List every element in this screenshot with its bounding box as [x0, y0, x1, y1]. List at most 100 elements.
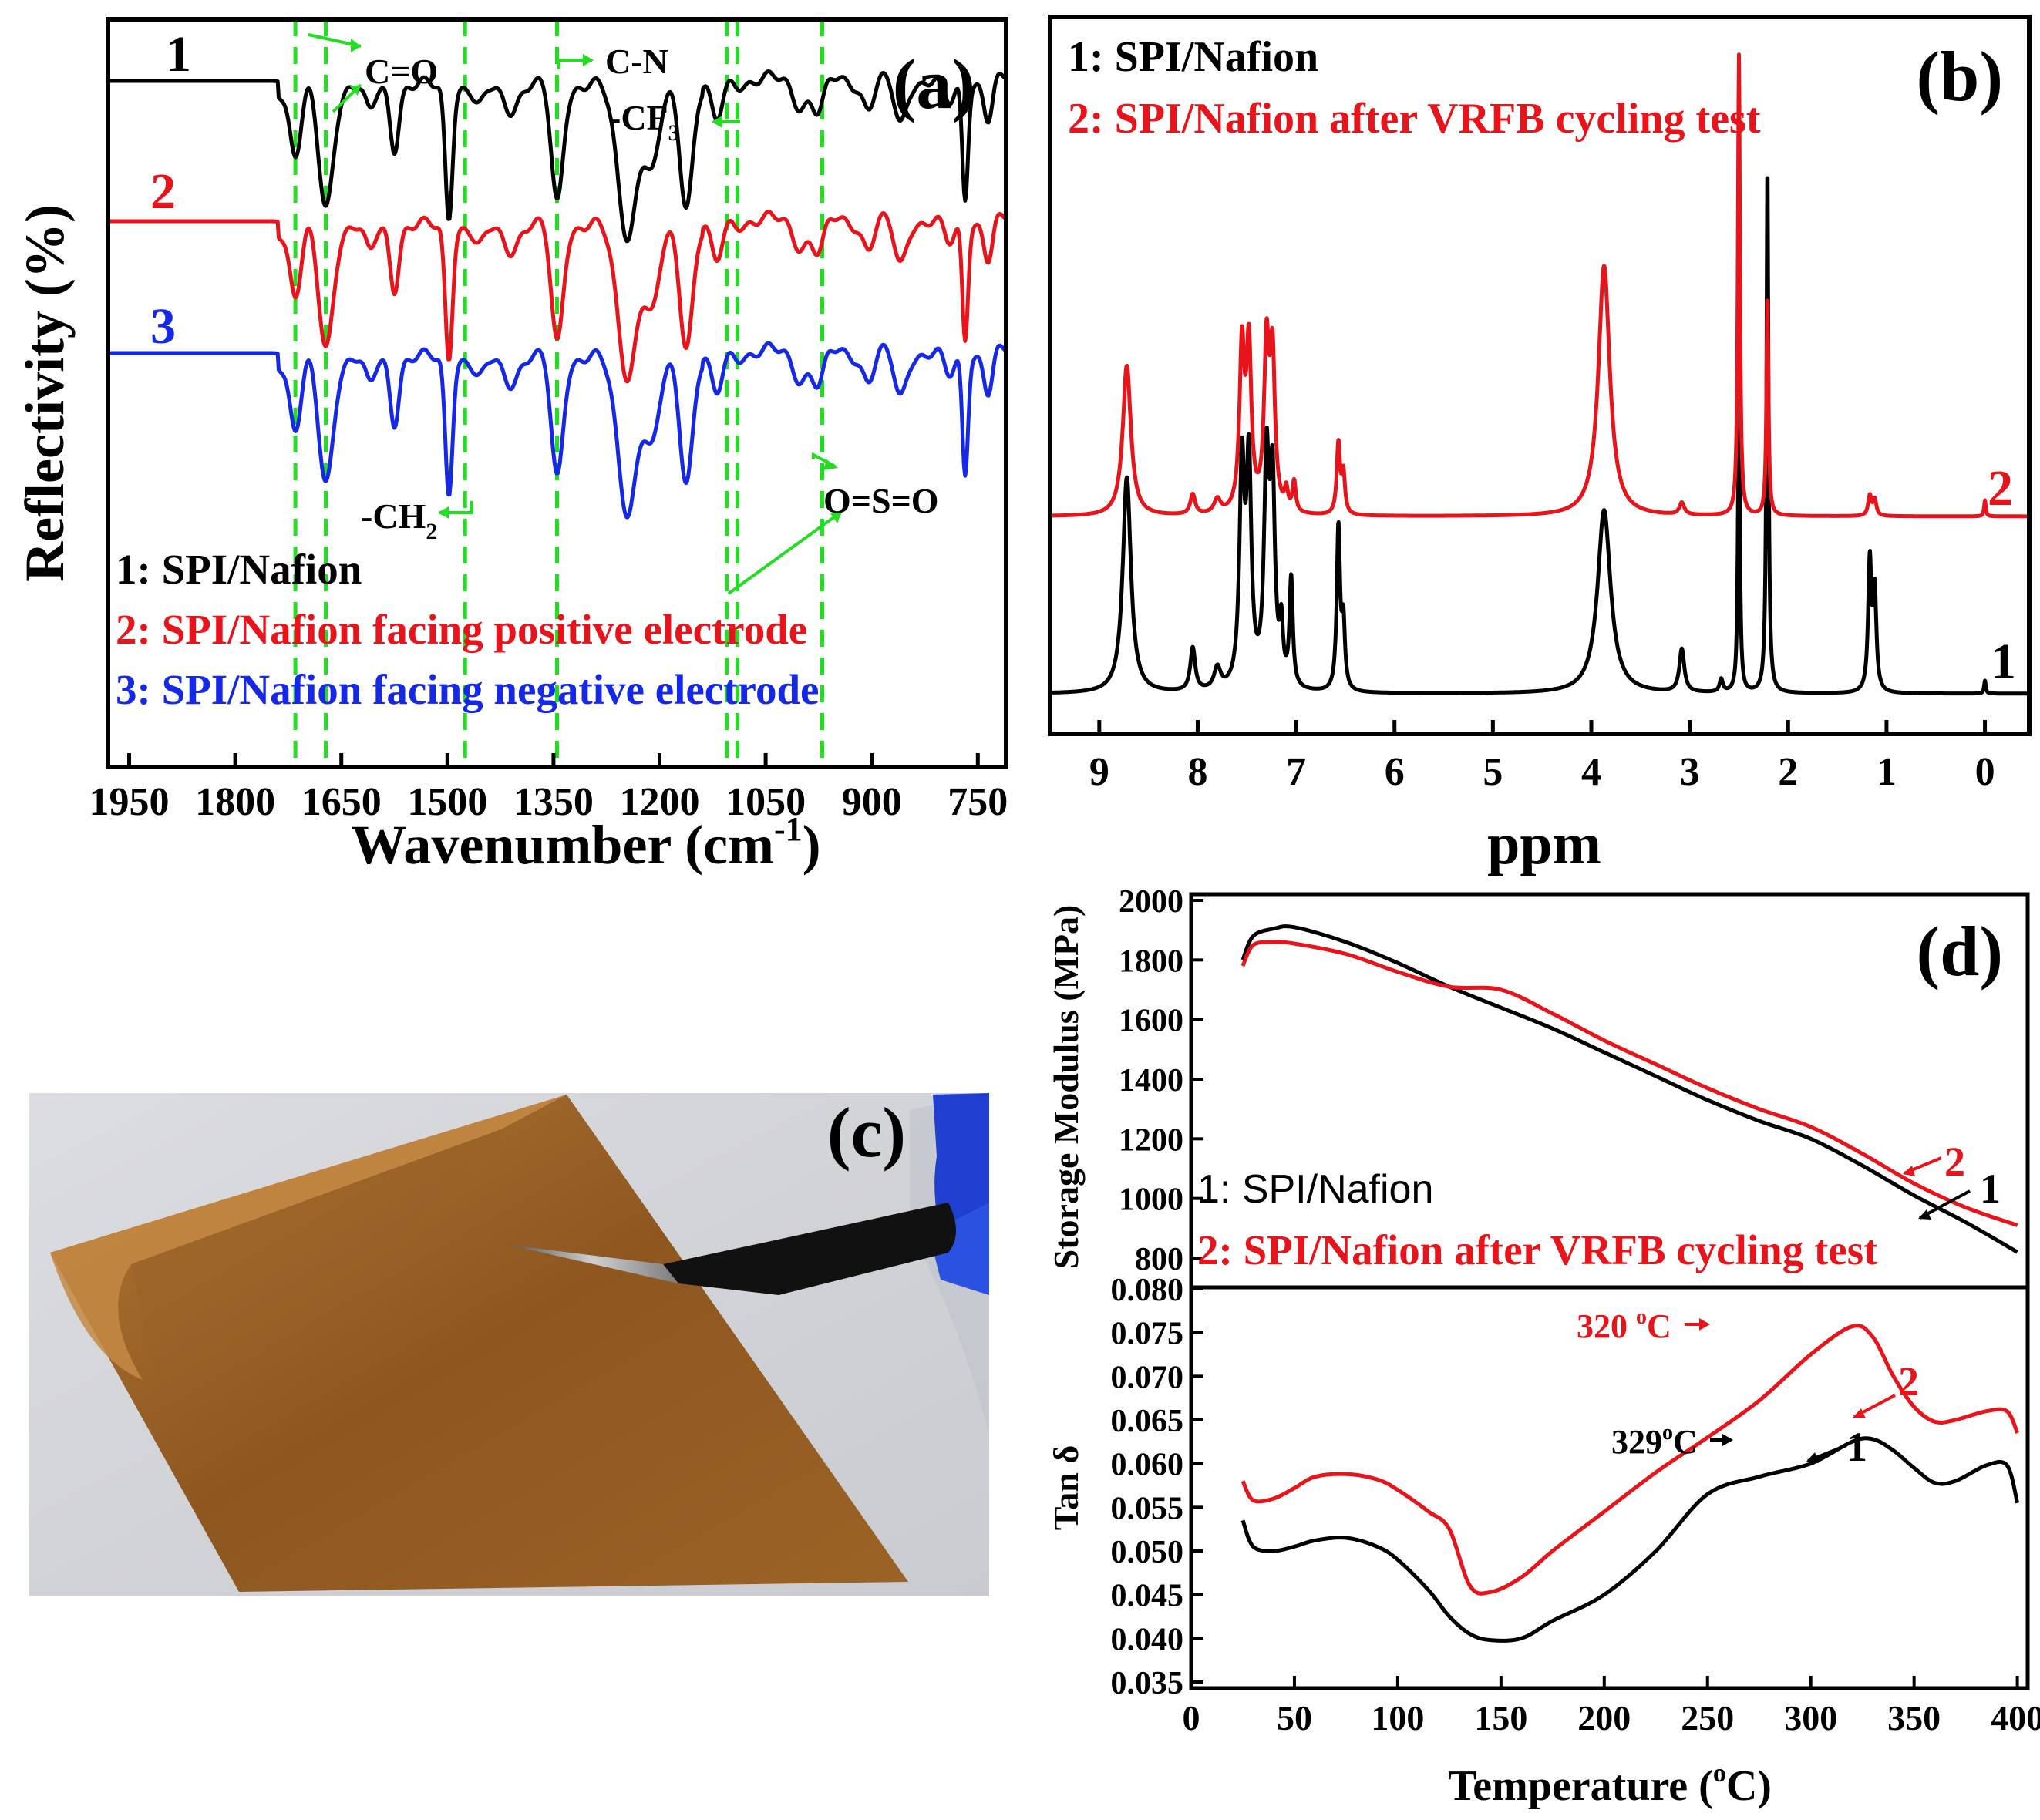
a-series-line-1: [108, 69, 1006, 244]
d-upper-y-tick-label-1200: 1200: [1119, 1122, 1183, 1158]
a-x-tick-label-750: 750: [948, 780, 1008, 824]
d-lower-series-label-1: 1: [1846, 1424, 1867, 1470]
d-lower-y-tick-label-8: 0.040: [1111, 1622, 1184, 1657]
a-x-tick-label-900: 900: [842, 780, 902, 824]
b-x-tick-label-9: 9: [1089, 750, 1109, 794]
d-upper-series-label-2: 2: [1944, 1139, 1965, 1185]
b-x-tick-label-8: 8: [1187, 750, 1207, 794]
b-x-axis-title: ppm: [1487, 812, 1601, 876]
b-x-tick-label-5: 5: [1483, 750, 1503, 794]
d-upper-y-tick-label-1800: 1800: [1119, 944, 1183, 979]
a-annot-ch2: -CH2: [361, 496, 437, 544]
a-legend-2: 2: SPI/Nafion facing positive electrode: [116, 606, 807, 653]
d-lower-y-tick-label-4: 0.060: [1111, 1448, 1184, 1483]
panel-c-membrane-photo: (c): [29, 1093, 989, 1596]
d-x-tick-label-300: 300: [1784, 1698, 1837, 1738]
a-arrow-ch2: [439, 501, 473, 514]
d-lower-y-tick-label-7: 0.045: [1111, 1579, 1184, 1614]
membrane-film: [50, 1095, 908, 1592]
panel-b-nmr-chart: 9 8 7 6 5 4 3 2 1 0 1: SPI/Nafion 2: SPI/Nafion a…: [1048, 15, 2032, 876]
d-lower-y-tick-label-3: 0.065: [1111, 1404, 1184, 1439]
a-arrow-cn: [557, 59, 592, 69]
a-x-tick-label-1950: 1950: [89, 780, 170, 824]
d-lower-y-tick-label-1: 0.075: [1111, 1317, 1184, 1352]
panel-d-dma-chart: 2000180016001400120010008000.0800.0750.0…: [1046, 884, 2040, 1810]
a-x-axis-title: Wavenumber (cm-1): [351, 810, 820, 876]
d-peak-annot-2: 320 oC: [1577, 1305, 1671, 1345]
a-x-tick-label-1800: 1800: [195, 780, 275, 824]
d-annotations: [1685, 1156, 1971, 1463]
a-x-ticks: 1950 1800 1650 1500 1350 1200 1050 900 750: [89, 753, 1008, 824]
b-x-tick-label-3: 3: [1680, 750, 1700, 794]
a-annot-oso: O=S=O: [823, 481, 939, 520]
membrane-fold: [50, 1095, 567, 1380]
b-x-tick-label-1: 1: [1877, 750, 1897, 794]
b-x-ticks: 9 8 7 6 5 4 3 2 1 0: [1089, 720, 1995, 794]
d-upper-y-tick-label-1000: 1000: [1119, 1182, 1183, 1218]
a-arrowhead-cf3: [712, 116, 722, 128]
a-legend-3: 3: SPI/Nafion facing negative electrode: [116, 666, 819, 713]
b-series-line-1: [1050, 176, 2029, 696]
d-lower-series-line-2: [1240, 1324, 2019, 1596]
a-guide-lines: [293, 19, 824, 767]
a-annot-co: C=O: [365, 52, 438, 91]
b-series-line-2: [1050, 52, 2029, 519]
a-x-tick-label-1500: 1500: [407, 780, 487, 824]
a-plot-frame: [106, 17, 1008, 769]
d-lower-y-tick-label-6: 0.050: [1111, 1535, 1184, 1570]
d-lower-y-tick-label-9: 0.035: [1111, 1666, 1184, 1701]
a-annotations: [308, 33, 842, 595]
d-upper-y-tick-label-1400: 1400: [1119, 1063, 1183, 1098]
b-x-tick-label-7: 7: [1286, 750, 1306, 794]
d-x-tick-label-400: 400: [1991, 1698, 2040, 1738]
b-x-tick-label-4: 4: [1581, 750, 1601, 794]
d-upper-arrowhead-2: [1903, 1166, 1915, 1176]
b-x-tick-label-2: 2: [1778, 750, 1798, 794]
a-arrow-oso-1: [727, 511, 842, 595]
panel-a-ftir-chart: 1950 1800 1650 1500 1350 1200 1050 900 750 (a) 1…: [14, 17, 1008, 876]
a-x-tick-label-1050: 1050: [725, 780, 806, 824]
a-x-tick-label-1200: 1200: [620, 780, 700, 824]
d-x-axis-title: Temperature (oC): [1448, 1759, 1772, 1810]
d-x-tick-label-350: 350: [1887, 1698, 1941, 1738]
d-upper-y-tick-label-2000: 2000: [1119, 884, 1183, 920]
d-lower-y-tick-label-5: 0.055: [1111, 1491, 1184, 1526]
d-upper-series-line-1: [1240, 924, 2018, 1254]
b-series-group: [1050, 52, 2029, 696]
d-lower-series-group: [1240, 1324, 2020, 1643]
b-panel-label: (b): [1917, 37, 2003, 116]
d-peak-arrowhead-2: [1699, 1318, 1710, 1331]
d-x-tick-label-250: 250: [1681, 1698, 1734, 1738]
b-plot-frame: [1048, 15, 2032, 736]
d-panel-label: (d): [1917, 912, 2003, 991]
b-series-label-2: 2: [1988, 460, 2013, 516]
d-x-tick-label-200: 200: [1577, 1698, 1631, 1738]
d-lower-arrowhead-1: [1806, 1452, 1819, 1463]
d-lower-y-tick-label-0: 0.080: [1111, 1273, 1184, 1308]
c-panel-label: (c): [827, 1093, 906, 1172]
b-x-tick-label-6: 6: [1385, 750, 1405, 794]
d-legend-1: 1: SPI/Nafion: [1197, 1167, 1433, 1212]
d-upper-y-axis-title: Storage Modulus (MPa): [1046, 905, 1086, 1270]
b-x-tick-label-0: 0: [1975, 750, 1995, 794]
a-panel-label: (a): [893, 45, 975, 123]
a-series-group: [108, 69, 1006, 520]
a-arrowhead-oso-1: [830, 512, 842, 523]
d-x-tick-label-50: 50: [1277, 1698, 1312, 1738]
a-series-line-3: [108, 341, 1006, 520]
d-lower-arrowhead-2: [1853, 1408, 1866, 1418]
tweezer-tip: [509, 1245, 678, 1283]
d-lower-series-label-2: 2: [1898, 1358, 1919, 1405]
tweezer-handle: [663, 1203, 956, 1295]
a-series-label-2: 2: [150, 163, 176, 220]
d-upper-y-tick-label-1600: 1600: [1119, 1004, 1183, 1039]
a-x-tick-label-1350: 1350: [513, 780, 594, 824]
a-arrowhead-co-2: [350, 85, 361, 96]
a-arrowhead-cn: [583, 54, 594, 66]
a-x-tick-label-1650: 1650: [301, 780, 382, 824]
a-series-line-2: [108, 210, 1006, 384]
a-series-label-3: 3: [150, 298, 176, 355]
d-peak-annot-1: 329oC: [1611, 1421, 1698, 1461]
d-peak-arrowhead-1: [1722, 1434, 1733, 1446]
